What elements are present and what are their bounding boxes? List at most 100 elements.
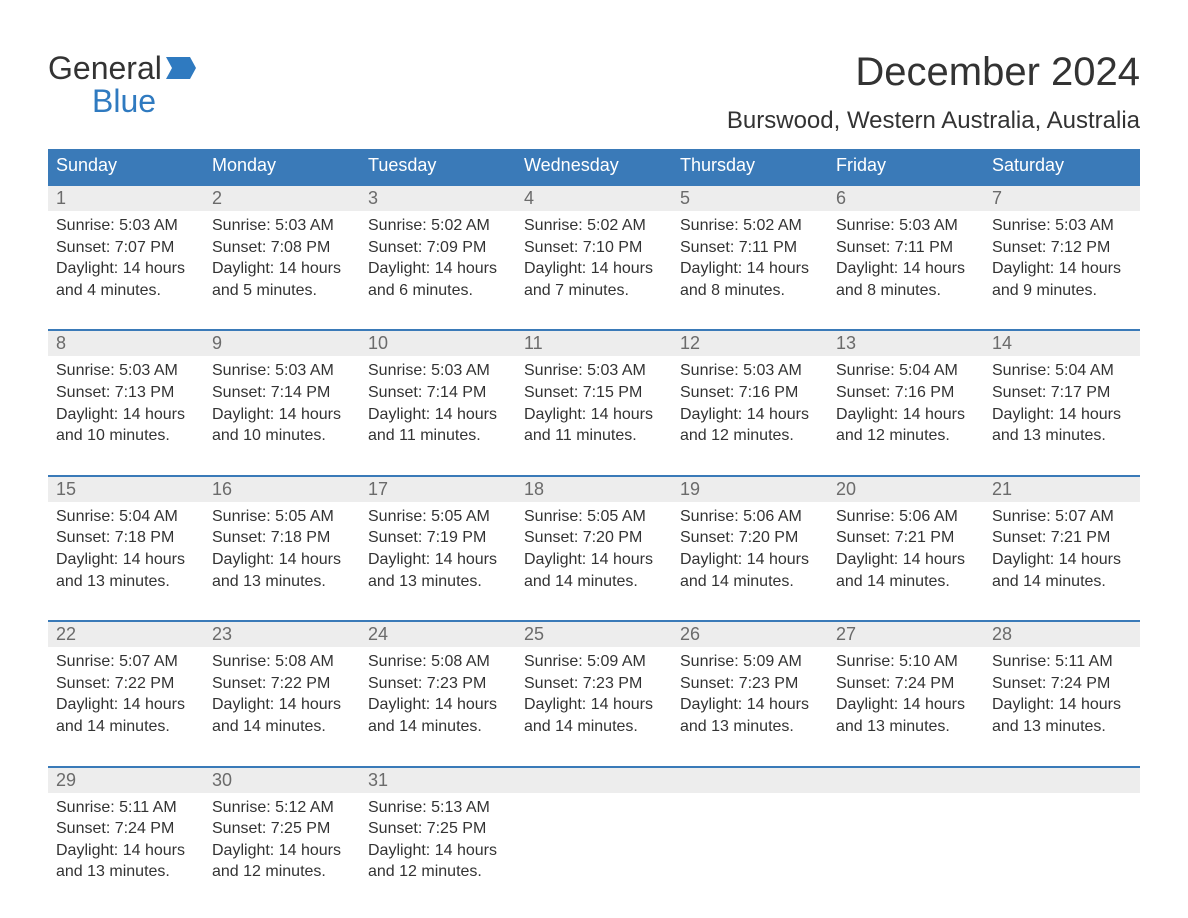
day-number: 1: [48, 186, 204, 211]
day-ss: Sunset: 7:11 PM: [836, 237, 976, 259]
day-ss: Sunset: 7:25 PM: [368, 818, 508, 840]
day-detail: Sunrise: 5:04 AMSunset: 7:17 PMDaylight:…: [984, 356, 1140, 446]
day-sr: Sunrise: 5:08 AM: [212, 651, 352, 673]
day-d2: and 12 minutes.: [680, 425, 820, 447]
dow-wednesday: Wednesday: [516, 149, 672, 184]
day-d1: Daylight: 14 hours: [524, 549, 664, 571]
day-sr: Sunrise: 5:03 AM: [680, 360, 820, 382]
day-d1: Daylight: 14 hours: [212, 840, 352, 862]
day-d2: and 14 minutes.: [836, 571, 976, 593]
day-d2: and 12 minutes.: [368, 861, 508, 883]
day-number: [984, 768, 1140, 793]
day-number: 27: [828, 622, 984, 647]
day-ss: Sunset: 7:23 PM: [368, 673, 508, 695]
dow-sunday: Sunday: [48, 149, 204, 184]
day-number: 7: [984, 186, 1140, 211]
day-sr: Sunrise: 5:07 AM: [56, 651, 196, 673]
day-number: 23: [204, 622, 360, 647]
day-d2: and 14 minutes.: [56, 716, 196, 738]
day-detail-row: Sunrise: 5:04 AMSunset: 7:18 PMDaylight:…: [48, 502, 1140, 620]
day-d1: Daylight: 14 hours: [524, 404, 664, 426]
day-ss: Sunset: 7:23 PM: [524, 673, 664, 695]
day-d1: Daylight: 14 hours: [524, 258, 664, 280]
day-d2: and 4 minutes.: [56, 280, 196, 302]
day-ss: Sunset: 7:21 PM: [836, 527, 976, 549]
day-detail: Sunrise: 5:07 AMSunset: 7:21 PMDaylight:…: [984, 502, 1140, 592]
day-sr: Sunrise: 5:08 AM: [368, 651, 508, 673]
day-detail: Sunrise: 5:04 AMSunset: 7:18 PMDaylight:…: [48, 502, 204, 592]
day-number: [516, 768, 672, 793]
day-number: 4: [516, 186, 672, 211]
day-detail: Sunrise: 5:05 AMSunset: 7:19 PMDaylight:…: [360, 502, 516, 592]
day-detail: [984, 793, 1140, 883]
day-ss: Sunset: 7:10 PM: [524, 237, 664, 259]
day-detail: [672, 793, 828, 883]
day-detail: Sunrise: 5:06 AMSunset: 7:21 PMDaylight:…: [828, 502, 984, 592]
day-detail: Sunrise: 5:04 AMSunset: 7:16 PMDaylight:…: [828, 356, 984, 446]
day-d2: and 6 minutes.: [368, 280, 508, 302]
day-d1: Daylight: 14 hours: [56, 404, 196, 426]
day-d2: and 5 minutes.: [212, 280, 352, 302]
day-sr: Sunrise: 5:05 AM: [212, 506, 352, 528]
day-detail: Sunrise: 5:10 AMSunset: 7:24 PMDaylight:…: [828, 647, 984, 737]
day-sr: Sunrise: 5:12 AM: [212, 797, 352, 819]
day-d1: Daylight: 14 hours: [212, 404, 352, 426]
day-detail: Sunrise: 5:03 AMSunset: 7:12 PMDaylight:…: [984, 211, 1140, 301]
day-number-row: 1234567: [48, 186, 1140, 211]
day-sr: Sunrise: 5:11 AM: [992, 651, 1132, 673]
day-d2: and 14 minutes.: [524, 571, 664, 593]
day-ss: Sunset: 7:18 PM: [56, 527, 196, 549]
day-number: 16: [204, 477, 360, 502]
day-sr: Sunrise: 5:03 AM: [212, 215, 352, 237]
day-d1: Daylight: 14 hours: [212, 549, 352, 571]
day-detail: Sunrise: 5:03 AMSunset: 7:15 PMDaylight:…: [516, 356, 672, 446]
day-number: 15: [48, 477, 204, 502]
day-detail: Sunrise: 5:08 AMSunset: 7:22 PMDaylight:…: [204, 647, 360, 737]
day-ss: Sunset: 7:16 PM: [680, 382, 820, 404]
day-d2: and 14 minutes.: [992, 571, 1132, 593]
day-d1: Daylight: 14 hours: [368, 840, 508, 862]
day-d2: and 13 minutes.: [56, 571, 196, 593]
day-d2: and 12 minutes.: [212, 861, 352, 883]
day-d2: and 13 minutes.: [992, 716, 1132, 738]
day-sr: Sunrise: 5:05 AM: [368, 506, 508, 528]
dow-tuesday: Tuesday: [360, 149, 516, 184]
day-detail: Sunrise: 5:03 AMSunset: 7:08 PMDaylight:…: [204, 211, 360, 301]
day-detail: Sunrise: 5:05 AMSunset: 7:18 PMDaylight:…: [204, 502, 360, 592]
day-ss: Sunset: 7:21 PM: [992, 527, 1132, 549]
calendar-week: 15161718192021Sunrise: 5:04 AMSunset: 7:…: [48, 475, 1140, 620]
day-detail: Sunrise: 5:03 AMSunset: 7:07 PMDaylight:…: [48, 211, 204, 301]
day-d2: and 13 minutes.: [56, 861, 196, 883]
day-sr: Sunrise: 5:07 AM: [992, 506, 1132, 528]
day-d2: and 11 minutes.: [368, 425, 508, 447]
day-d1: Daylight: 14 hours: [56, 840, 196, 862]
day-sr: Sunrise: 5:03 AM: [524, 360, 664, 382]
logo-word-general: General: [48, 50, 162, 87]
day-detail: Sunrise: 5:09 AMSunset: 7:23 PMDaylight:…: [516, 647, 672, 737]
day-ss: Sunset: 7:24 PM: [56, 818, 196, 840]
day-detail-row: Sunrise: 5:03 AMSunset: 7:13 PMDaylight:…: [48, 356, 1140, 474]
calendar-week: 1234567Sunrise: 5:03 AMSunset: 7:07 PMDa…: [48, 184, 1140, 329]
day-d1: Daylight: 14 hours: [992, 694, 1132, 716]
day-ss: Sunset: 7:22 PM: [212, 673, 352, 695]
day-number: 13: [828, 331, 984, 356]
day-d1: Daylight: 14 hours: [56, 694, 196, 716]
month-title: December 2024: [727, 50, 1140, 95]
day-d1: Daylight: 14 hours: [992, 258, 1132, 280]
day-detail-row: Sunrise: 5:11 AMSunset: 7:24 PMDaylight:…: [48, 793, 1140, 911]
day-number: 31: [360, 768, 516, 793]
day-number: 8: [48, 331, 204, 356]
day-number: 9: [204, 331, 360, 356]
day-ss: Sunset: 7:20 PM: [680, 527, 820, 549]
day-detail: Sunrise: 5:08 AMSunset: 7:23 PMDaylight:…: [360, 647, 516, 737]
day-number: 24: [360, 622, 516, 647]
day-d1: Daylight: 14 hours: [212, 694, 352, 716]
day-number: 29: [48, 768, 204, 793]
day-d2: and 12 minutes.: [836, 425, 976, 447]
day-detail: Sunrise: 5:06 AMSunset: 7:20 PMDaylight:…: [672, 502, 828, 592]
day-sr: Sunrise: 5:04 AM: [992, 360, 1132, 382]
calendar: Sunday Monday Tuesday Wednesday Thursday…: [48, 149, 1140, 911]
day-detail: Sunrise: 5:03 AMSunset: 7:14 PMDaylight:…: [204, 356, 360, 446]
dow-thursday: Thursday: [672, 149, 828, 184]
day-sr: Sunrise: 5:06 AM: [680, 506, 820, 528]
